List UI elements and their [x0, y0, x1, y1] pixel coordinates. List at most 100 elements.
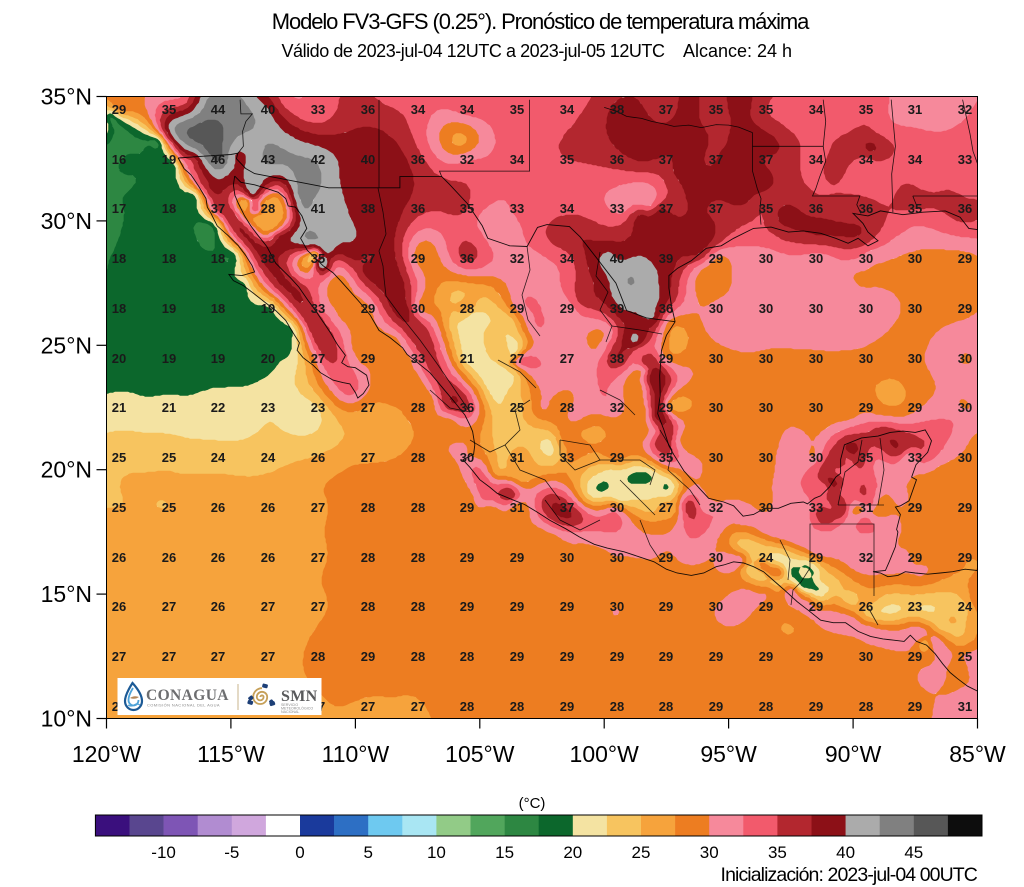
svg-text:19: 19: [162, 301, 176, 316]
svg-text:30: 30: [958, 450, 972, 465]
svg-text:27: 27: [162, 599, 176, 614]
svg-text:27: 27: [261, 599, 275, 614]
svg-text:30: 30: [908, 301, 922, 316]
svg-text:95°W: 95°W: [700, 741, 757, 767]
svg-text:29: 29: [908, 400, 922, 415]
svg-text:29: 29: [361, 649, 375, 664]
svg-text:34: 34: [908, 152, 923, 167]
svg-text:28: 28: [411, 550, 425, 565]
svg-text:27: 27: [311, 599, 325, 614]
svg-text:30: 30: [709, 301, 723, 316]
svg-text:28: 28: [411, 599, 425, 614]
svg-text:28: 28: [361, 599, 375, 614]
svg-text:10: 10: [427, 843, 446, 862]
svg-text:36: 36: [610, 152, 624, 167]
svg-text:34: 34: [859, 152, 874, 167]
svg-text:25: 25: [632, 843, 651, 862]
svg-text:29: 29: [958, 301, 972, 316]
svg-text:30: 30: [809, 351, 823, 366]
svg-text:28: 28: [411, 649, 425, 664]
svg-text:31: 31: [510, 450, 524, 465]
svg-text:24: 24: [958, 599, 973, 614]
svg-text:29: 29: [908, 550, 922, 565]
svg-text:21: 21: [460, 351, 474, 366]
svg-text:NACIONAL: NACIONAL: [281, 710, 299, 714]
svg-text:45: 45: [904, 843, 923, 862]
svg-text:35: 35: [510, 102, 524, 117]
svg-text:27: 27: [411, 699, 425, 714]
svg-text:30: 30: [709, 550, 723, 565]
svg-text:28: 28: [610, 699, 624, 714]
svg-text:23: 23: [908, 599, 922, 614]
svg-text:29: 29: [958, 251, 972, 266]
svg-text:29: 29: [908, 649, 922, 664]
svg-text:31: 31: [859, 500, 873, 515]
svg-text:35: 35: [162, 102, 176, 117]
svg-text:26: 26: [859, 599, 873, 614]
svg-text:18: 18: [162, 251, 176, 266]
svg-text:30: 30: [958, 400, 972, 415]
svg-text:33: 33: [311, 102, 325, 117]
svg-text:25: 25: [162, 500, 176, 515]
svg-text:20: 20: [261, 351, 275, 366]
svg-text:29: 29: [510, 550, 524, 565]
svg-text:34: 34: [411, 102, 426, 117]
svg-text:33: 33: [809, 500, 823, 515]
svg-text:40: 40: [361, 152, 375, 167]
svg-text:20: 20: [563, 843, 582, 862]
svg-text:29: 29: [759, 649, 773, 664]
svg-text:16: 16: [112, 152, 126, 167]
svg-text:30: 30: [759, 251, 773, 266]
svg-text:27: 27: [560, 351, 574, 366]
svg-text:30: 30: [859, 351, 873, 366]
svg-text:29: 29: [510, 599, 524, 614]
svg-text:32: 32: [709, 500, 723, 515]
svg-text:36: 36: [958, 201, 972, 216]
svg-text:26: 26: [112, 599, 126, 614]
svg-text:26: 26: [211, 599, 225, 614]
svg-text:29: 29: [560, 599, 574, 614]
svg-text:30: 30: [809, 301, 823, 316]
svg-text:30: 30: [759, 400, 773, 415]
svg-text:29: 29: [809, 550, 823, 565]
svg-text:34: 34: [560, 102, 575, 117]
svg-text:Alcance: 24 h: Alcance: 24 h: [683, 41, 792, 61]
svg-text:34: 34: [460, 102, 475, 117]
svg-text:37: 37: [361, 251, 375, 266]
svg-text:15: 15: [495, 843, 514, 862]
svg-text:30: 30: [759, 450, 773, 465]
svg-text:29: 29: [659, 550, 673, 565]
svg-text:30: 30: [908, 251, 922, 266]
svg-text:30: 30: [610, 599, 624, 614]
svg-text:33: 33: [510, 201, 524, 216]
svg-text:27: 27: [112, 649, 126, 664]
svg-text:27: 27: [659, 500, 673, 515]
svg-text:Modelo FV3-GFS (0.25°). Pronós: Modelo FV3-GFS (0.25°). Pronóstico de te…: [272, 9, 810, 34]
svg-text:30: 30: [709, 400, 723, 415]
svg-text:32: 32: [859, 550, 873, 565]
svg-text:29: 29: [560, 301, 574, 316]
svg-text:26: 26: [211, 500, 225, 515]
svg-text:29: 29: [510, 649, 524, 664]
svg-text:18: 18: [211, 301, 225, 316]
svg-text:36: 36: [460, 400, 474, 415]
svg-text:38: 38: [610, 102, 624, 117]
svg-text:SERVICIO: SERVICIO: [281, 703, 298, 707]
svg-text:29: 29: [709, 251, 723, 266]
svg-text:17: 17: [112, 201, 126, 216]
svg-text:29: 29: [510, 301, 524, 316]
svg-text:24: 24: [261, 450, 276, 465]
svg-text:120°W: 120°W: [72, 741, 142, 767]
svg-text:21: 21: [162, 400, 176, 415]
svg-text:30: 30: [560, 550, 574, 565]
svg-text:Inicialización: 2023-jul-04 00: Inicialización: 2023-jul-04 00UTC: [721, 864, 978, 886]
svg-text:26: 26: [261, 500, 275, 515]
svg-text:38: 38: [610, 351, 624, 366]
svg-text:35: 35: [768, 843, 787, 862]
svg-text:23: 23: [311, 400, 325, 415]
svg-text:25: 25: [112, 450, 126, 465]
svg-text:METEOROLÓGICO: METEOROLÓGICO: [281, 706, 313, 711]
svg-text:32: 32: [958, 102, 972, 117]
svg-text:40: 40: [836, 843, 855, 862]
svg-text:20: 20: [112, 351, 126, 366]
